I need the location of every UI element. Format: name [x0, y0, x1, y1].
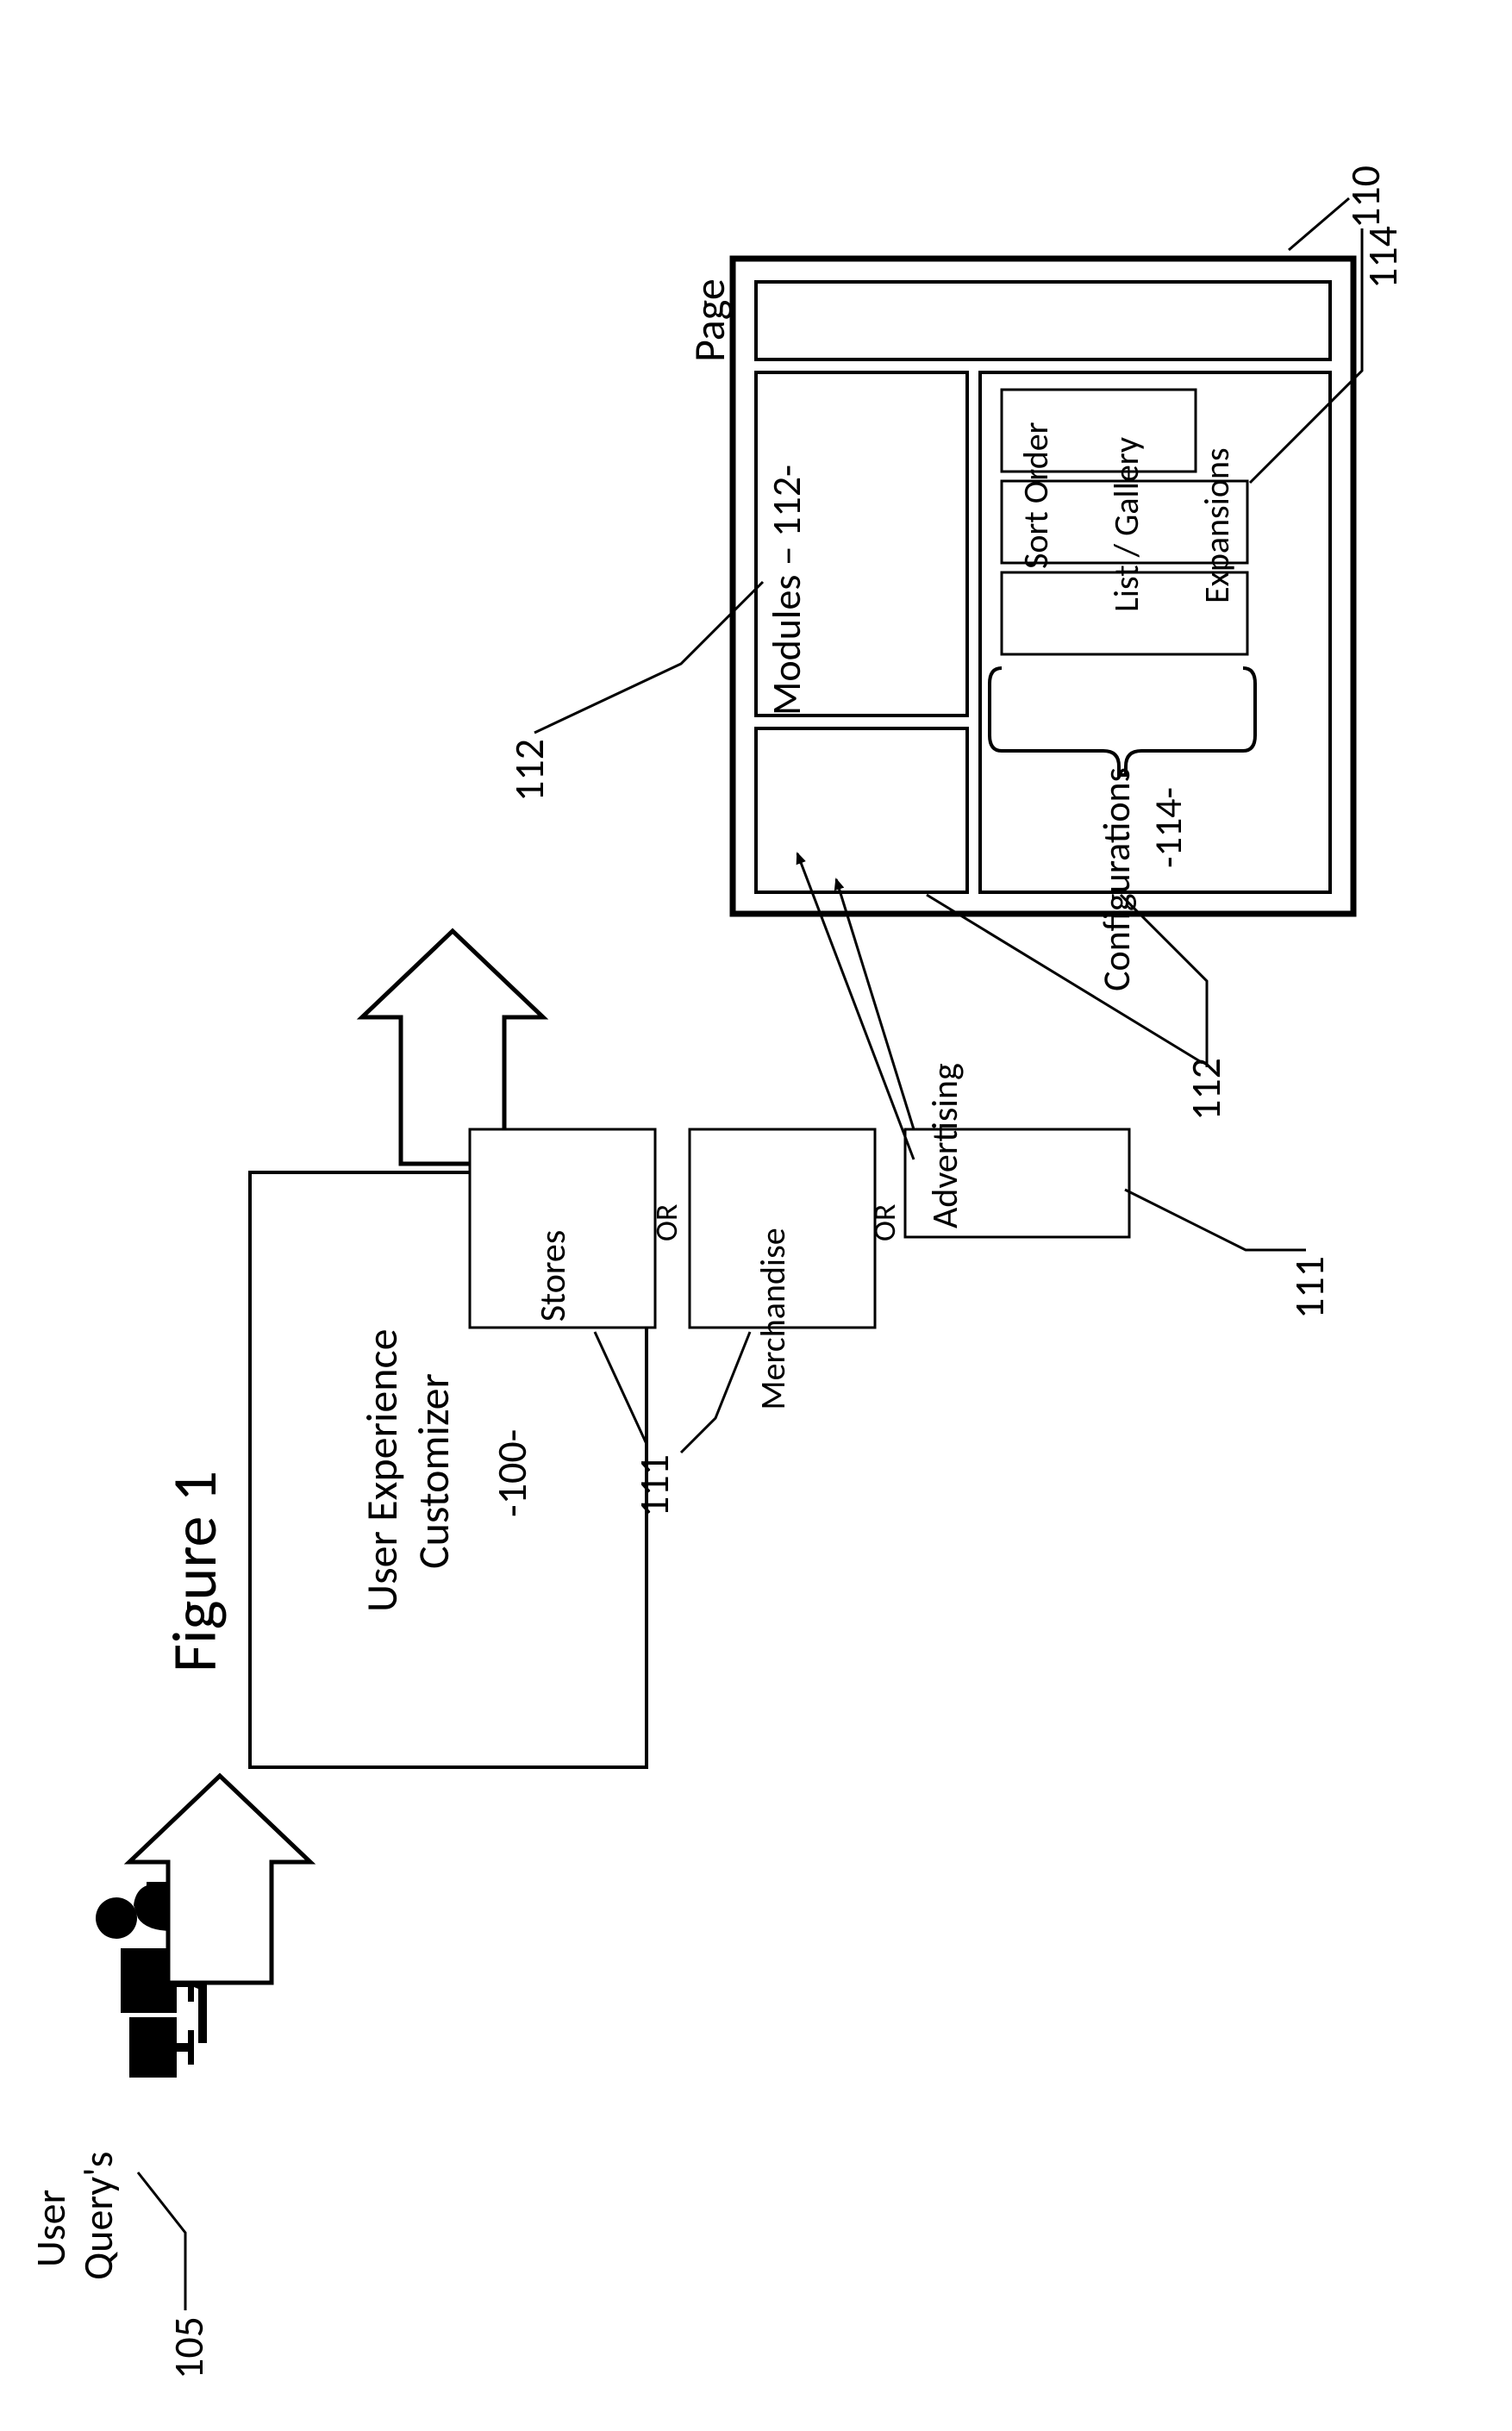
config-label: Configurations: [1093, 767, 1140, 991]
page-label: Page: [684, 278, 736, 362]
cfg-sort-box: [1002, 390, 1196, 472]
cfg-exp-box: [1002, 572, 1247, 654]
ref-112-a: 112: [503, 739, 554, 802]
or-1: OR: [647, 1203, 685, 1241]
cfg-list-box: [1002, 481, 1247, 563]
modules-bar: [756, 282, 1330, 359]
module-left-112: [756, 372, 967, 716]
diagram-svg: Figure 1 User Query's 105 User Experienc…: [0, 0, 1512, 2431]
uec-line1: User Experience: [356, 1328, 409, 1612]
ref-110: 110: [1340, 166, 1390, 228]
module-bottom-left-112: [756, 728, 967, 892]
cfg-exp: Expansions: [1196, 447, 1238, 603]
ref-111-b: 111: [628, 1454, 679, 1517]
merchandise-box: [690, 1129, 875, 1328]
stores-box: [470, 1129, 655, 1328]
flow-arrow-1: [129, 1776, 310, 1983]
flow-arrow-2: [362, 931, 543, 1164]
or-2: OR: [865, 1203, 903, 1241]
stores-label: Stores: [531, 1230, 575, 1322]
figure-label: Figure 1: [157, 1471, 233, 1672]
uec-line2: Customizer: [408, 1373, 460, 1569]
ref-105: 105: [163, 2316, 214, 2379]
uec-id: -100-: [486, 1429, 537, 1517]
merch-label: Merchandise: [752, 1228, 794, 1409]
cfg-list: List / Gallery: [1105, 437, 1147, 612]
user-query-icon: [96, 1882, 248, 2078]
configurations-panel: [980, 372, 1330, 892]
cfg-sort: Sort Order: [1015, 422, 1057, 569]
ref-114: 114: [1357, 226, 1408, 289]
page-box: [733, 259, 1353, 914]
modules-label: Modules – 112-: [763, 465, 811, 716]
svg-text:Query's: Query's: [72, 2152, 123, 2280]
user-query-label: User: [25, 2190, 76, 2267]
advertising-box: [905, 1129, 1129, 1237]
config-id: -114-: [1145, 787, 1191, 868]
ref-112-b: 112: [1180, 1058, 1231, 1121]
adv-label: Advertising: [923, 1063, 967, 1228]
figure-1-diagram: { "figure_label": "Figure 1", "user_quer…: [0, 0, 1512, 2431]
config-brace: [990, 668, 1255, 775]
uec-box: [250, 1172, 647, 1767]
ref-111-a: 111: [1284, 1256, 1334, 1319]
